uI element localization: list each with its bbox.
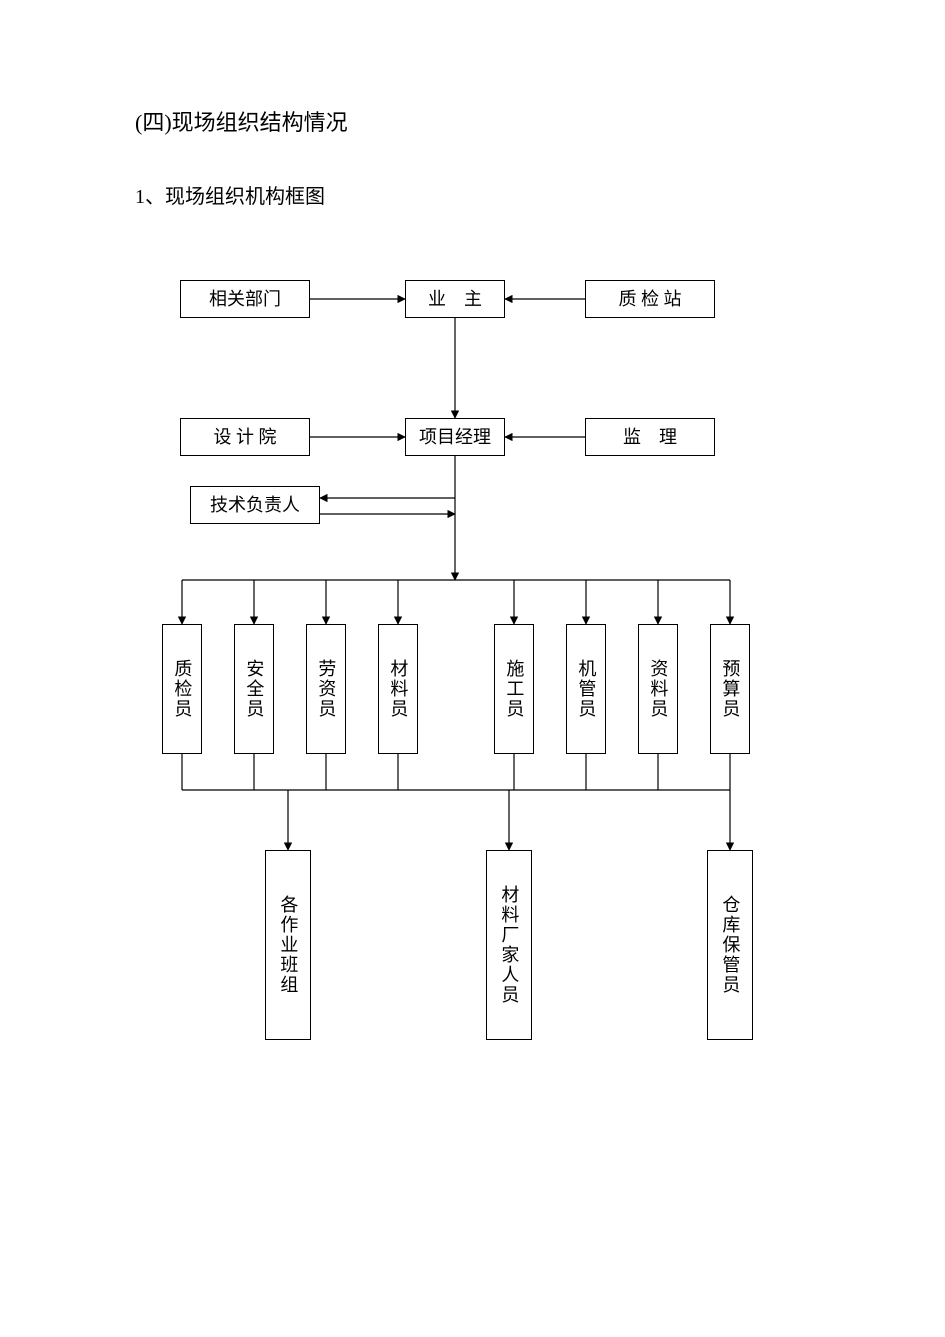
node-n_owner: 业 主 — [405, 280, 505, 318]
node-n_dept: 相关部门 — [180, 280, 310, 318]
node-n_r4: 材料员 — [378, 624, 418, 754]
node-n_tech: 技术负责人 — [190, 486, 320, 524]
node-n_b1: 各作业班组 — [265, 850, 311, 1040]
node-n_r5: 施工员 — [494, 624, 534, 754]
node-n_pm: 项目经理 — [405, 418, 505, 456]
node-n_r7: 资料员 — [638, 624, 678, 754]
section-heading: (四)现场组织结构情况 — [135, 105, 348, 137]
node-n_r3: 劳资员 — [306, 624, 346, 754]
node-n_b3: 仓库保管员 — [707, 850, 753, 1040]
node-n_b2: 材料厂家人员 — [486, 850, 532, 1040]
node-n_r8: 预算员 — [710, 624, 750, 754]
node-n_r2: 安全员 — [234, 624, 274, 754]
node-n_design: 设 计 院 — [180, 418, 310, 456]
node-n_super: 监 理 — [585, 418, 715, 456]
node-n_r1: 质检员 — [162, 624, 202, 754]
node-n_r6: 机管员 — [566, 624, 606, 754]
node-n_qc: 质 检 站 — [585, 280, 715, 318]
subsection-heading: 1、现场组织机构框图 — [135, 180, 325, 209]
page: (四)现场组织结构情况 1、现场组织机构框图 相关部门 业 主 质 检 站设 计 院… — [0, 0, 945, 1337]
